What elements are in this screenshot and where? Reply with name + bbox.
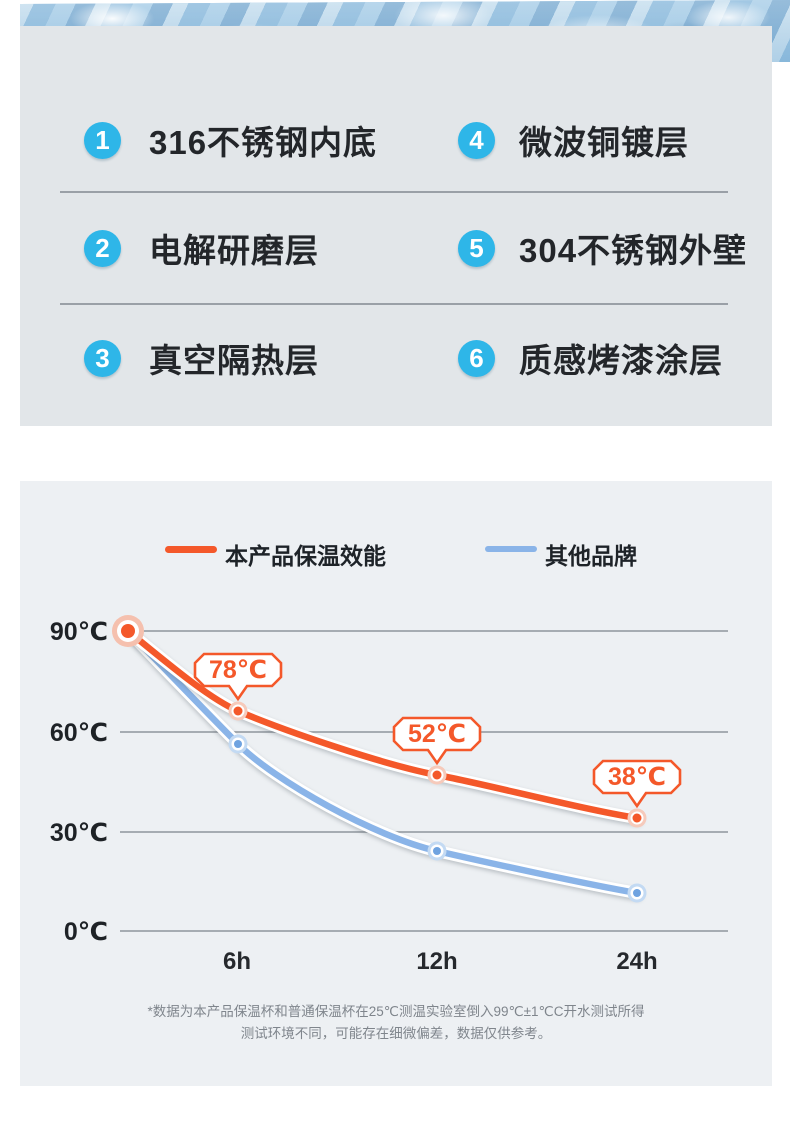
- feature-item-4: 4 微波铜镀层: [458, 120, 689, 161]
- row-divider-1: [60, 191, 728, 193]
- legend-label-other: 其他品牌: [545, 543, 637, 569]
- feature-label-4: 微波铜镀层: [519, 124, 689, 161]
- points-other-brand: [228, 734, 647, 903]
- footnote-line-1: *数据为本产品保温杯和普通保温杯在25℃测温实验室倒入99℃±1℃C开水测试所得: [147, 1004, 645, 1019]
- legend-swatch-other: [485, 546, 537, 552]
- feature-item-6: 6 质感烤漆涂层: [458, 338, 723, 379]
- legend-swatch-product: [165, 546, 217, 553]
- x-tick-6h: 6h: [223, 948, 251, 975]
- line-product: [124, 627, 641, 822]
- row-divider-2: [60, 303, 728, 305]
- number-badge-4: 4: [458, 121, 495, 159]
- series-product: [122, 625, 643, 824]
- callout-78: 78℃: [193, 652, 283, 701]
- feature-label-3: 真空隔热层: [149, 342, 319, 379]
- footnote-line-2: 测试环境不同，可能存在细微偏差，数据仅供参考。: [240, 1026, 552, 1041]
- callout-52: 52℃: [392, 716, 482, 765]
- legend-label-product: 本产品保温效能: [225, 543, 386, 569]
- x-tick-24h: 24h: [616, 948, 657, 975]
- y-tick-60: 60℃: [50, 719, 108, 747]
- number-badge-1: 1: [84, 121, 121, 159]
- feature-label-5: 304不锈钢外壁: [519, 232, 748, 269]
- number-badge-3: 3: [84, 339, 121, 377]
- feature-item-2: 2 电解研磨层: [84, 228, 319, 269]
- feature-item-3: 3 真空隔热层: [84, 338, 319, 379]
- y-tick-30: 30℃: [50, 819, 108, 847]
- feature-label-2: 电解研磨层: [149, 232, 319, 269]
- callout-52-text: 52℃: [408, 720, 466, 748]
- line-other-brand: [124, 627, 641, 897]
- feature-item-1: 1 316不锈钢内底: [84, 120, 377, 161]
- feature-label-6: 质感烤漆涂层: [519, 342, 723, 379]
- callout-78-text: 78℃: [209, 656, 267, 684]
- series-other-brand: [122, 625, 643, 899]
- insulation-chart-panel: 本产品保温效能 其他品牌 90℃ 60℃ 30℃ 0℃ 6h 12h 24h: [20, 481, 772, 1086]
- number-badge-5: 5: [458, 229, 495, 267]
- x-tick-12h: 12h: [416, 948, 457, 975]
- feature-item-5: 5 304不锈钢外壁: [458, 228, 747, 269]
- callout-38-text: 38℃: [608, 763, 666, 791]
- features-panel: 1 316不锈钢内底 4 微波铜镀层 2 电解研磨层 5 304不锈钢外壁 3 …: [20, 26, 772, 426]
- points-product: [112, 615, 647, 828]
- feature-label-1: 316不锈钢内底: [149, 124, 378, 161]
- callout-38: 38℃: [592, 759, 682, 808]
- y-tick-90: 90℃: [50, 618, 108, 646]
- line-chart: 90℃ 60℃ 30℃ 0℃ 6h 12h 24h: [50, 615, 728, 975]
- number-badge-6: 6: [458, 339, 495, 377]
- y-tick-0: 0℃: [64, 918, 108, 946]
- number-badge-2: 2: [84, 229, 121, 267]
